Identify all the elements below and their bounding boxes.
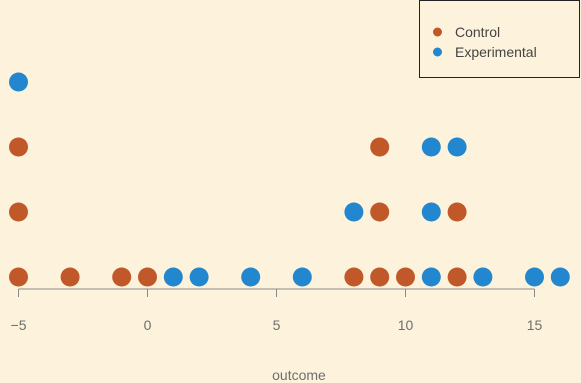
control-point [396, 267, 415, 287]
experimental-point [292, 267, 312, 287]
experimental-point [550, 267, 570, 287]
control-point [370, 202, 390, 222]
legend-marker [433, 27, 442, 37]
control-point [112, 267, 132, 287]
control-point [9, 267, 28, 287]
control-point [138, 267, 157, 287]
legend: Control Experimental [419, 0, 580, 78]
control-point [344, 267, 364, 287]
x-tick-label: 10 [398, 317, 414, 333]
experimental-point [421, 202, 441, 222]
control-point [60, 267, 80, 287]
control-point [370, 267, 390, 287]
experimental-point [189, 267, 209, 287]
control-point [9, 202, 28, 222]
experimental-point [473, 267, 493, 287]
experimental-point [447, 137, 467, 157]
control-point [370, 137, 390, 157]
points-layer [9, 72, 570, 287]
legend-label: Control [455, 24, 500, 40]
x-tick-label: 15 [527, 317, 543, 333]
x-axis-title: outcome [272, 367, 326, 383]
control-point [447, 202, 467, 222]
experimental-point [421, 267, 441, 287]
experimental-point [163, 267, 183, 287]
experimental-point [344, 202, 364, 222]
legend-box [419, 0, 580, 78]
x-tick-label: −5 [11, 317, 27, 333]
legend-label: Experimental [455, 44, 537, 60]
experimental-point [421, 137, 441, 157]
x-axis: −5 0 5 10 15 [11, 288, 543, 333]
control-point [447, 267, 467, 287]
x-tick-label: 5 [273, 317, 281, 333]
x-tick-label: 0 [144, 317, 152, 333]
experimental-point [9, 72, 28, 92]
control-point [9, 137, 28, 157]
legend-marker [433, 47, 442, 57]
experimental-point [241, 267, 261, 287]
experimental-point [525, 267, 544, 287]
